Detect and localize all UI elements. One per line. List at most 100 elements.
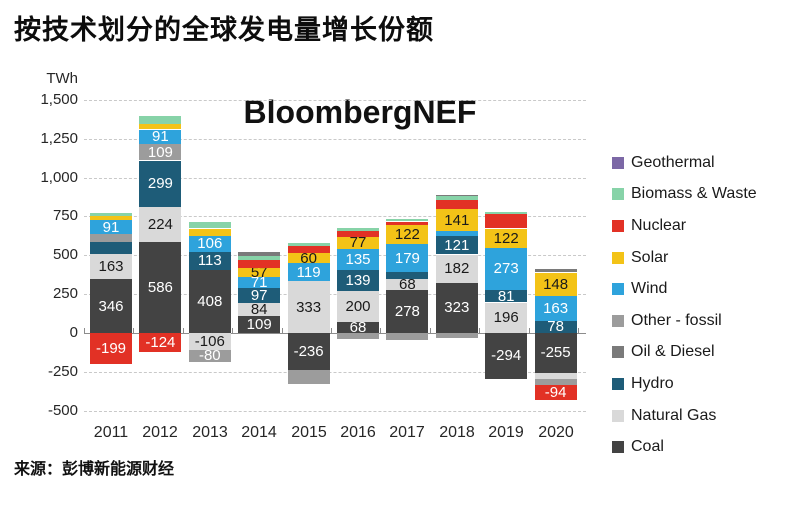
- bar-segment-2016-hydro: [337, 269, 379, 292]
- bar-segment-value: 586: [147, 278, 173, 296]
- legend-label: Oil & Diesel: [631, 343, 715, 361]
- bar-segment-2020-other-fossil: [534, 378, 577, 386]
- bar-segment-2014-solar: [238, 268, 281, 277]
- bar-segment-2020-solar: [534, 272, 577, 296]
- zero-axis-tick: [232, 328, 233, 333]
- legend-swatch-icon: [612, 377, 624, 390]
- bar-segment-value: 135: [345, 250, 371, 268]
- bar-segment-2018-oil-diesel: [435, 194, 478, 196]
- bar-segment-value: 182: [444, 260, 470, 278]
- bar-segment-value: 122: [493, 229, 519, 247]
- y-axis-tick-label: -250: [47, 363, 78, 380]
- legend-label: Geothermal: [631, 153, 715, 171]
- gridline-1500: [84, 100, 586, 101]
- bar-segment-2015-wind: [287, 262, 330, 282]
- legend-swatch-icon: [612, 283, 624, 296]
- bar-segment-value: 91: [152, 128, 169, 145]
- bar-segment-2012-hydro: [139, 160, 182, 208]
- bar-segment-2014-wind: [238, 276, 281, 288]
- bar-segment-2011-coal: [90, 279, 132, 333]
- bar-segment-2019-natural-gas: [485, 302, 528, 333]
- y-axis-tick-label: 750: [52, 207, 78, 224]
- bar-segment-2013-natural-gas: [188, 333, 231, 350]
- gridline-750: [84, 216, 586, 217]
- bar-segment-value: -294: [491, 347, 522, 365]
- legend-swatch-icon: [612, 314, 624, 327]
- bar-segment-2013-wind: [188, 235, 231, 252]
- bar-segment-2013-solar: [188, 228, 231, 236]
- x-axis-zero-line: [84, 333, 586, 334]
- bar-segment-value: 196: [493, 309, 519, 327]
- bar-segment-value: 113: [197, 252, 222, 270]
- bar-segment-value: 141: [444, 211, 470, 229]
- chart-title: 按技术划分的全球发电量增长份额: [14, 15, 434, 46]
- bar-segment-2015-nuclear: [287, 246, 330, 254]
- legend-label: Nuclear: [631, 216, 687, 234]
- bar-segment-2018-biomass-waste: [435, 196, 478, 200]
- bar-segment-2017-solar: [386, 225, 429, 245]
- legend-label: Other - fossil: [631, 311, 722, 329]
- bar-segment-2017-nuclear: [386, 221, 429, 226]
- gridline--500: [84, 411, 586, 412]
- bar-segment-value: 121: [444, 236, 470, 254]
- y-axis-tick-label: -500: [47, 402, 78, 419]
- gridline-1250: [84, 139, 586, 140]
- bar-segment-2017-other-fossil: [386, 333, 429, 340]
- bar-segment-2014-coal: [238, 316, 281, 333]
- bar-segment-2012-natural-gas: [139, 207, 182, 242]
- legend-swatch-icon: [612, 219, 624, 232]
- bar-segment-2012-other-fossil: [139, 143, 182, 161]
- bar-segment-value: 273: [493, 260, 519, 278]
- legend-item-wind: Wind: [612, 273, 757, 305]
- chart-legend: Geothermal Biomass & Waste Nuclear Solar Win…: [612, 147, 757, 463]
- bar-segment-2016-wind: [337, 248, 379, 270]
- zero-axis-tick: [282, 328, 283, 333]
- bar-segment-value: 346: [98, 297, 124, 315]
- bar-segment-2020-wind: [534, 295, 577, 321]
- y-axis-tick-label: 1,000: [40, 169, 78, 186]
- bar-segment-value: 163: [543, 299, 569, 317]
- bar-segment-value: -94: [544, 383, 567, 401]
- zero-axis-tick: [380, 328, 381, 333]
- legend-swatch-icon: [612, 346, 624, 359]
- bar-segment-2015-biomass-waste: [287, 242, 330, 247]
- bar-segment-value: 106: [197, 235, 223, 253]
- bar-segment-2019-hydro: [485, 289, 528, 303]
- gridline-1000: [84, 178, 586, 179]
- y-axis-tick-label: 500: [52, 246, 78, 263]
- bar-segment-value: 119: [296, 263, 321, 281]
- legend-label: Biomass & Waste: [631, 185, 757, 203]
- bar-segment-2020-oil-diesel: [534, 269, 577, 273]
- bar-segment-value: 57: [250, 263, 268, 281]
- bar-segment-2016-coal: [337, 322, 379, 333]
- bar-segment-2017-biomass-waste: [386, 219, 429, 222]
- bar-segment-2015-natural-gas: [287, 281, 330, 333]
- legend-label: Solar: [631, 248, 669, 266]
- bar-segment-2012-solar: [139, 124, 182, 130]
- bar-segment-2013-hydro: [188, 252, 231, 270]
- bar-segment-2014-hydro: [238, 287, 281, 303]
- bar-segment-value: 179: [394, 249, 420, 267]
- bar-segment-value: 77: [349, 234, 367, 252]
- zero-axis-tick: [479, 328, 480, 333]
- bar-segment-value: 81: [497, 287, 515, 305]
- source-note: 来源：彭博新能源财经: [14, 459, 175, 478]
- bar-segment-value: 408: [197, 292, 223, 310]
- bar-segment-value: -80: [198, 347, 221, 365]
- bar-segment-value: 84: [250, 301, 268, 318]
- bar-segment-2017-hydro: [386, 272, 429, 280]
- bar-segment-2011-other-fossil: [90, 234, 132, 243]
- bar-segment-2016-nuclear: [337, 231, 379, 237]
- bar-segment-value: 333: [296, 298, 322, 316]
- bar-segment-2014-biomass-waste: [238, 255, 281, 261]
- x-axis-label-2016: 2016: [340, 424, 376, 441]
- bar-segment-2011-wind: [90, 220, 132, 235]
- legend-item-geothermal: Geothermal: [612, 147, 757, 179]
- legend-item-oil-diesel: Oil & Diesel: [612, 337, 757, 369]
- bar-segment-2014-nuclear: [238, 260, 281, 268]
- bar-segment-2011-nuclear: [90, 333, 132, 364]
- x-axis-label-2018: 2018: [439, 424, 475, 441]
- x-axis-label-2014: 2014: [241, 424, 277, 441]
- bar-segment-2015-coal: [287, 333, 330, 370]
- y-axis-tick-label: 1,500: [40, 91, 78, 108]
